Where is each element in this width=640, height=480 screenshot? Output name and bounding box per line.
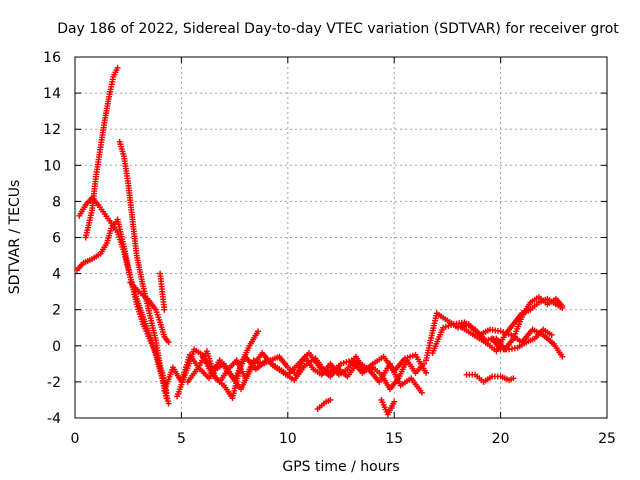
data-point [255, 328, 262, 335]
y-tick-label: 12 [43, 122, 61, 138]
y-tick-label: 4 [52, 267, 61, 283]
data-markers [74, 64, 566, 418]
y-tick-label: 8 [52, 194, 61, 210]
data-point [559, 353, 566, 360]
y-tick-label: -2 [47, 375, 61, 391]
data-point [161, 306, 168, 313]
y-tick-label: 16 [43, 50, 61, 66]
data-point [114, 64, 121, 71]
series-arc-5 [127, 279, 172, 346]
y-tick-label: -4 [47, 411, 61, 427]
series-arc-16 [489, 326, 555, 353]
tick-labels: 0 5 10 15 20 25 -4 -2 0 2 4 6 8 10 12 14 16 [43, 50, 616, 447]
data-point [165, 400, 172, 407]
series-arc-6 [157, 270, 168, 313]
series-arc-15 [459, 295, 566, 355]
series-arc-10 [199, 350, 430, 384]
y-tick-label: 0 [52, 339, 61, 355]
series-arc-2 [82, 64, 121, 241]
series-arc-12 [378, 396, 398, 418]
series-arc-17 [463, 371, 517, 385]
x-tick-label: 25 [598, 431, 616, 447]
x-tick-label: 15 [385, 431, 403, 447]
y-tick-label: 10 [43, 158, 61, 174]
x-tick-label: 5 [177, 431, 186, 447]
y-tick-label: 14 [43, 86, 61, 102]
data-point [418, 389, 425, 396]
data-point [423, 369, 430, 376]
x-axis-label: GPS time / hours [282, 459, 399, 475]
series-arc-4 [116, 138, 172, 407]
axis-ticks [74, 56, 608, 419]
y-tick-label: 2 [52, 303, 61, 319]
data-point [510, 375, 517, 382]
y-axis-label: SDTVAR / TECUs [7, 180, 23, 295]
y-tick-label: 6 [52, 231, 61, 247]
data-point [559, 304, 566, 311]
grid-lines [75, 57, 607, 418]
data-point [391, 398, 398, 405]
data-point [327, 396, 334, 403]
x-tick-label: 0 [71, 431, 80, 447]
x-tick-label: 10 [279, 431, 297, 447]
data-point [165, 339, 172, 346]
series-arc-11 [314, 396, 334, 412]
x-tick-label: 20 [492, 431, 510, 447]
chart-title: Day 186 of 2022, Sidereal Day-to-day VTE… [57, 21, 619, 37]
data-point [548, 331, 555, 338]
